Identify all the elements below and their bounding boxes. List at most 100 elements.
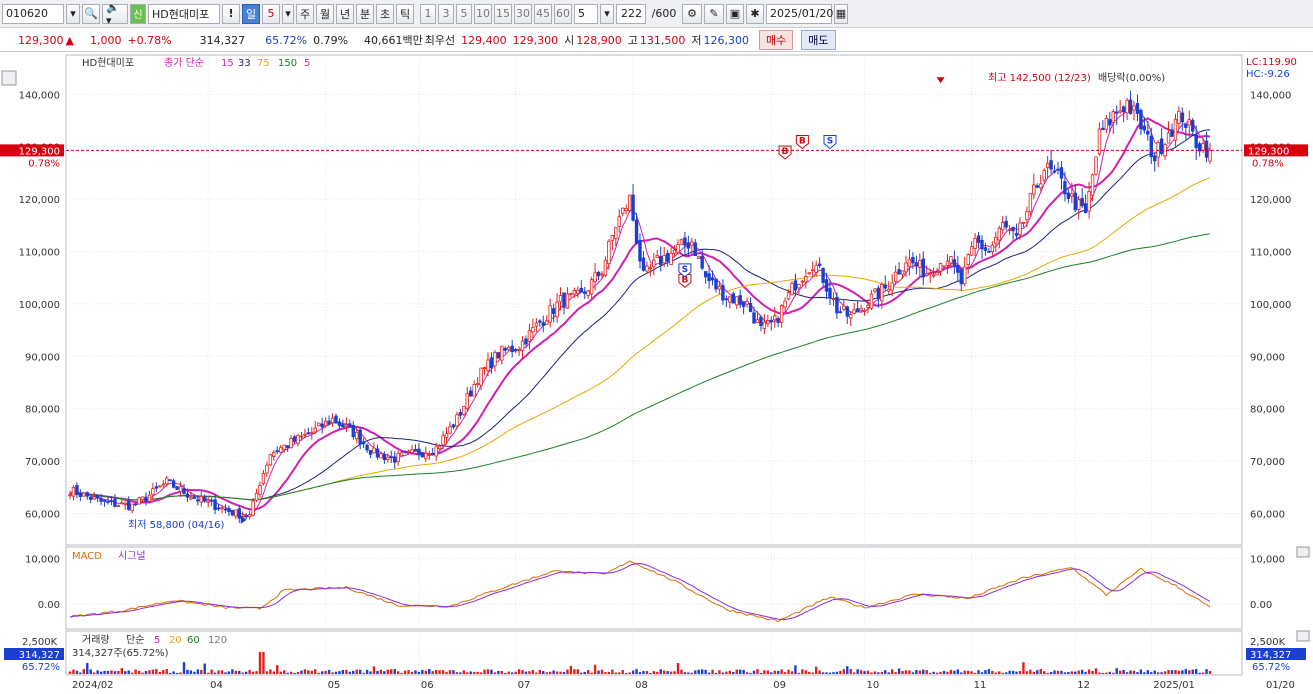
period-week-tab[interactable]: 주: [296, 3, 314, 24]
candle-body: [140, 496, 145, 501]
volume-bar: [935, 672, 939, 674]
candle-body: [821, 267, 825, 283]
candle-body: [351, 424, 355, 438]
period-minute-tab[interactable]: 분: [356, 3, 374, 24]
volume-bar: [984, 670, 987, 674]
minute-option-15[interactable]: 15: [494, 3, 512, 24]
volume-bar: [538, 669, 542, 674]
volume-bar: [904, 670, 908, 674]
volume-bar: [168, 672, 172, 674]
candle-body: [479, 367, 483, 386]
volume-bar: [396, 671, 400, 674]
candle-body: [752, 312, 756, 324]
candle-body: [469, 390, 473, 397]
candle-body: [1201, 143, 1205, 151]
minute-option-3[interactable]: 3: [438, 3, 454, 24]
volume-bar: [863, 671, 866, 674]
volume-bar: [738, 669, 742, 674]
period-day-tab[interactable]: 일: [242, 3, 260, 24]
minute-option-10[interactable]: 10: [474, 3, 492, 24]
minute-option-45[interactable]: 45: [534, 3, 552, 24]
volume-bar: [776, 670, 780, 674]
minute-option-1[interactable]: 1: [420, 3, 436, 24]
draw-tool-icon[interactable]: ✎: [704, 3, 724, 24]
volume-bar: [448, 670, 452, 674]
candle-body: [783, 300, 787, 308]
buy-button[interactable]: 매수: [759, 30, 794, 50]
candle-body: [113, 498, 117, 507]
period-tick-tab[interactable]: 틱: [396, 3, 414, 24]
volume-bar: [808, 671, 811, 674]
volume-bar: [213, 672, 217, 674]
minute-option-5[interactable]: 5: [456, 3, 472, 24]
search-icon[interactable]: 🔍: [82, 3, 100, 24]
candle-body: [1004, 220, 1008, 228]
settings-gear-icon[interactable]: ✱: [746, 3, 764, 24]
candle-body: [1090, 174, 1095, 196]
candle-body: [1083, 203, 1088, 213]
sell-button[interactable]: 매도: [801, 30, 836, 50]
x-axis-last-date: 01/20: [1266, 680, 1295, 691]
candle-body: [399, 452, 404, 456]
candle-body: [441, 435, 445, 446]
candle-body: [973, 237, 977, 249]
volume-bar: [117, 670, 120, 674]
minute-value-input[interactable]: 5: [574, 3, 598, 24]
period-month-tab[interactable]: 월: [316, 3, 334, 24]
minute-option-30[interactable]: 30: [514, 3, 532, 24]
info-button[interactable]: !: [222, 3, 240, 24]
volume-bar: [1067, 671, 1070, 674]
candle-body: [296, 434, 300, 444]
best-quote-label: 최우선: [424, 34, 456, 47]
volume-bar: [780, 669, 783, 674]
volume-bar: [517, 669, 521, 674]
volume-bar: [794, 665, 797, 674]
volume-bar: [628, 672, 631, 674]
volume-bar: [797, 672, 801, 674]
save-icon[interactable]: ▣: [726, 3, 744, 24]
candle-body: [1101, 127, 1105, 131]
volume-bar: [162, 670, 165, 674]
volume-bar: [756, 669, 759, 674]
volume-bar: [849, 669, 852, 674]
volume-bar: [1029, 669, 1032, 674]
volume-bar: [421, 669, 424, 674]
period-second-tab[interactable]: 초: [376, 3, 394, 24]
candle-body: [355, 431, 359, 440]
volume-bar: [604, 672, 607, 674]
candle-body: [1153, 155, 1157, 162]
code-dropdown-icon[interactable]: ▾: [66, 3, 80, 24]
volume-bar: [307, 670, 310, 674]
volume-bar: [939, 671, 942, 674]
speaker-icon[interactable]: 🔈▾: [102, 1, 128, 27]
panel-menu-icon[interactable]: [1, 70, 17, 86]
volume-bar: [286, 672, 289, 674]
date-input[interactable]: 2025/01/20: [766, 3, 833, 24]
price-tick-left: 120,000: [19, 195, 60, 206]
candle-body: [710, 277, 715, 281]
period-year-tab[interactable]: 년: [336, 3, 354, 24]
hc-value: HC:-9.26: [1246, 69, 1290, 80]
volume-bar: [1153, 670, 1156, 674]
bar-count-input[interactable]: 222: [616, 3, 646, 24]
volume-bar: [300, 670, 303, 674]
volume-bar: [1201, 672, 1205, 674]
price-tick-right: 80,000: [1250, 405, 1285, 416]
volume-panel-close-icon[interactable]: [1296, 630, 1310, 642]
macd-panel-close-icon[interactable]: [1296, 546, 1310, 558]
candle-body: [776, 318, 780, 323]
period-dropdown-icon[interactable]: ▾: [282, 3, 294, 24]
volume-bar: [759, 672, 763, 674]
calendar-icon[interactable]: ▦: [834, 3, 848, 24]
candle-body: [627, 194, 632, 212]
candle-body: [1177, 110, 1181, 124]
indicator-icon[interactable]: ⚙: [682, 3, 702, 24]
candle-body: [562, 292, 566, 308]
period-number[interactable]: 5: [262, 3, 280, 24]
minute-option-60[interactable]: 60: [554, 3, 572, 24]
high-price: 131,500: [639, 33, 686, 47]
stock-code-input[interactable]: 010620: [2, 3, 64, 24]
volume-bar: [828, 672, 832, 674]
minute-dropdown-icon[interactable]: ▾: [600, 3, 614, 24]
